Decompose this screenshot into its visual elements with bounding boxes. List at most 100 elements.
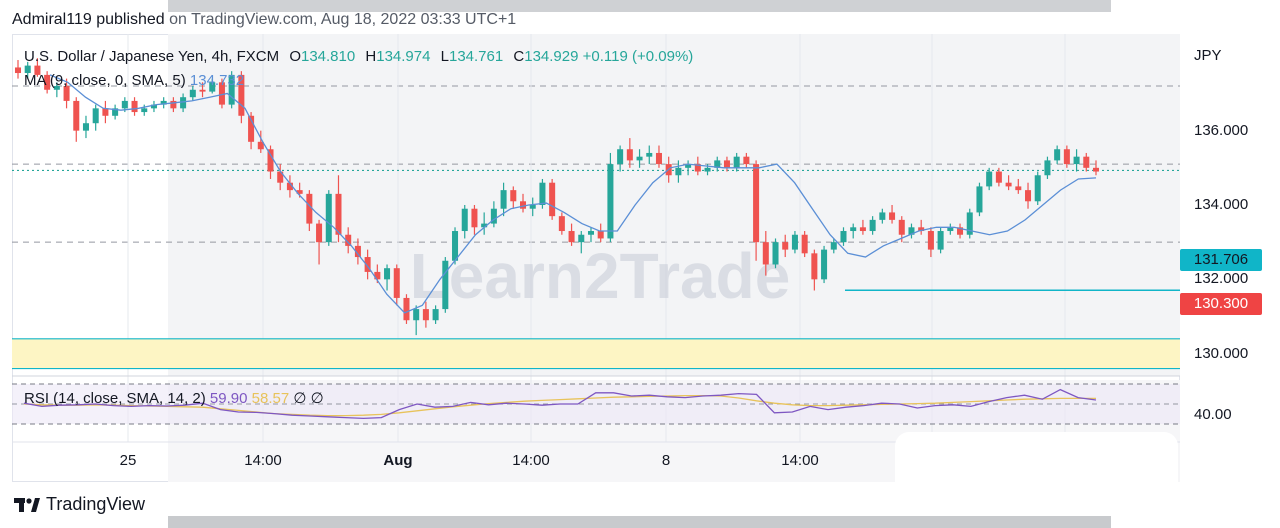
candle-body <box>277 171 284 183</box>
top-edge-strip <box>168 0 1111 12</box>
candle-body <box>306 193 313 224</box>
candle-body <box>898 219 905 235</box>
candle-body <box>908 227 915 235</box>
candle-body <box>34 65 41 75</box>
candle-body <box>218 82 225 105</box>
candle-body <box>452 231 459 261</box>
candle-body <box>723 160 730 168</box>
candle-body <box>995 171 1002 183</box>
candle-body <box>150 104 157 109</box>
ma-legend[interactable]: MA (9, close, 0, SMA, 5) 134.732 <box>24 72 244 89</box>
candle-body <box>471 208 478 228</box>
candle-body <box>393 268 400 298</box>
time-tick-label: 25 <box>119 452 137 469</box>
candle-body <box>617 149 624 165</box>
candle-body <box>131 100 138 113</box>
price-tick-label: 136.000 <box>1194 121 1249 139</box>
candle-body <box>296 190 303 194</box>
candle-body <box>374 271 381 280</box>
candle-body <box>44 74 51 90</box>
candle-body <box>685 164 692 168</box>
level-tag-131706[interactable]: 131.706 <box>1180 249 1262 271</box>
candle-body <box>927 231 934 250</box>
candle-body <box>587 231 595 235</box>
candle-body <box>811 253 818 280</box>
candle-body <box>228 74 235 105</box>
time-tick-label: 14:00 <box>781 452 819 469</box>
candle-body <box>267 149 274 172</box>
candle-body <box>791 234 798 250</box>
candle-body <box>558 216 565 232</box>
candle-body <box>762 242 769 265</box>
candle-body <box>850 227 857 232</box>
tradingview-footer[interactable]: TradingView <box>14 494 145 515</box>
symbol-label[interactable]: U.S. Dollar / Japanese Yen, 4h, FXCM <box>24 48 280 65</box>
candle-body <box>714 160 721 168</box>
level-tag-130300[interactable]: 130.300 <box>1180 293 1262 315</box>
candle-body <box>141 108 148 113</box>
ma-label: MA (9, close, 0, SMA, 5) <box>24 72 186 89</box>
candle-body <box>160 100 167 105</box>
candle-body <box>539 182 546 205</box>
candle-body <box>199 89 206 92</box>
rsi-ma-value: 58.57 <box>251 390 290 407</box>
close-label: C <box>513 48 525 65</box>
candle-body <box>772 242 779 265</box>
candle-body <box>626 149 633 161</box>
candle-body <box>335 193 342 235</box>
candle-body <box>519 201 527 209</box>
candle-body <box>189 89 196 98</box>
candle-body <box>1025 190 1032 202</box>
candle-body <box>937 231 944 250</box>
candle-body <box>82 123 89 131</box>
publisher-user[interactable]: Admiral119 published <box>12 11 165 28</box>
candle-body <box>675 167 682 176</box>
candle-body <box>92 108 99 124</box>
candle-body <box>918 227 925 232</box>
resistance-zone <box>12 338 1180 369</box>
candle-body <box>821 249 828 280</box>
candle-body <box>510 190 517 202</box>
rsi-value: 59.90 <box>209 390 248 407</box>
candle-body <box>859 227 866 232</box>
currency-label: JPY <box>1194 47 1222 64</box>
price-tick-label: 130.000 <box>1194 344 1249 362</box>
rsi-legend[interactable]: RSI (14, close, SMA, 14, 2) 59.90 58.57 … <box>24 389 324 407</box>
candle-body <box>976 186 983 213</box>
change-value: +0.119 (+0.09%) <box>582 48 694 65</box>
price-tick-label: 134.000 <box>1194 196 1249 213</box>
candle-body <box>782 242 789 250</box>
rsi-na-icons: ∅ ∅ <box>293 390 324 407</box>
low-value: 134.761 <box>448 48 504 65</box>
candle-body <box>316 223 323 243</box>
candle-body <box>889 212 896 220</box>
candle-body <box>354 245 361 258</box>
ohlc-legend: U.S. Dollar / Japanese Yen, 4h, FXCM O13… <box>24 48 693 65</box>
high-label: H <box>365 48 377 65</box>
candle-body <box>694 164 701 172</box>
candle-body <box>364 257 371 272</box>
candle-body <box>1073 156 1080 165</box>
publisher-line: Admiral119 published on TradingView.com,… <box>12 11 516 29</box>
candle-body <box>73 100 80 131</box>
candle-body <box>529 205 536 209</box>
candle-body <box>53 86 60 90</box>
rsi-line <box>23 388 1097 420</box>
candle-body <box>986 171 993 187</box>
candle-body <box>801 234 808 254</box>
candle-body <box>403 297 410 321</box>
publisher-details: on TradingView.com, Aug 18, 2022 03:33 U… <box>164 11 517 28</box>
candle-body <box>840 231 847 243</box>
candle-body <box>121 100 128 109</box>
time-tick-label: 8 <box>661 452 671 469</box>
candle-body <box>869 219 876 232</box>
redaction-patch <box>895 432 1178 506</box>
candle-body <box>879 212 886 220</box>
candle-body <box>14 67 22 74</box>
candle-body <box>733 156 740 168</box>
candle-body <box>209 82 216 92</box>
candle-body <box>966 212 973 235</box>
candle-body <box>597 231 604 239</box>
candle-body <box>112 108 119 116</box>
